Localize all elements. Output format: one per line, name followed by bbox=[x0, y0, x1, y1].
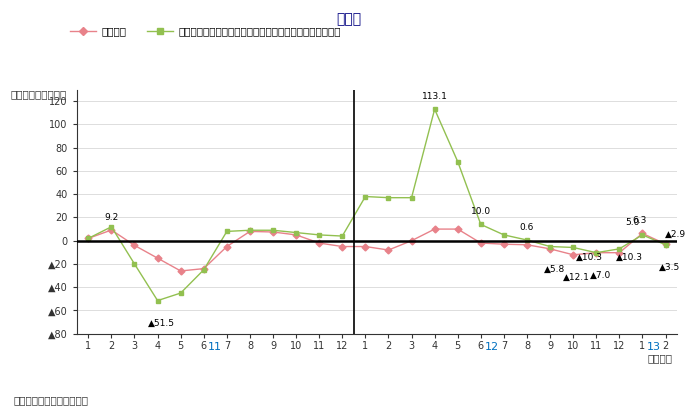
Text: 資料：財務省「貿易統計」: 資料：財務省「貿易統計」 bbox=[14, 395, 89, 405]
Text: ▲12.1: ▲12.1 bbox=[563, 273, 589, 282]
Text: ▲3.5: ▲3.5 bbox=[659, 263, 681, 272]
Text: 11: 11 bbox=[208, 342, 222, 352]
Text: 113.1: 113.1 bbox=[422, 92, 447, 101]
Text: ▲5.8: ▲5.8 bbox=[544, 265, 565, 274]
Text: ▲2.9: ▲2.9 bbox=[664, 230, 686, 239]
Text: 10.0: 10.0 bbox=[470, 207, 491, 216]
Text: ▲7.0: ▲7.0 bbox=[590, 271, 611, 280]
Legend: 輸出全体, 鉄道用及び軌道用以外の車両並びにその部分品及び附属品: 輸出全体, 鉄道用及び軌道用以外の車両並びにその部分品及び附属品 bbox=[70, 26, 341, 36]
Text: （年月）: （年月） bbox=[648, 354, 672, 363]
Text: 6.3: 6.3 bbox=[632, 216, 647, 225]
Text: 5.0: 5.0 bbox=[625, 218, 640, 227]
Text: （前年同月比、％）: （前年同月比、％） bbox=[10, 90, 67, 100]
Text: 0.6: 0.6 bbox=[520, 223, 534, 232]
Text: 13: 13 bbox=[647, 342, 661, 352]
Text: ▲10.3: ▲10.3 bbox=[616, 253, 643, 262]
Text: 輸　出: 輸 出 bbox=[336, 12, 362, 26]
Text: ▲51.5: ▲51.5 bbox=[148, 319, 175, 328]
Text: 9.2: 9.2 bbox=[104, 213, 119, 222]
Text: 12: 12 bbox=[485, 342, 500, 352]
Text: ▲10.3: ▲10.3 bbox=[576, 253, 603, 262]
